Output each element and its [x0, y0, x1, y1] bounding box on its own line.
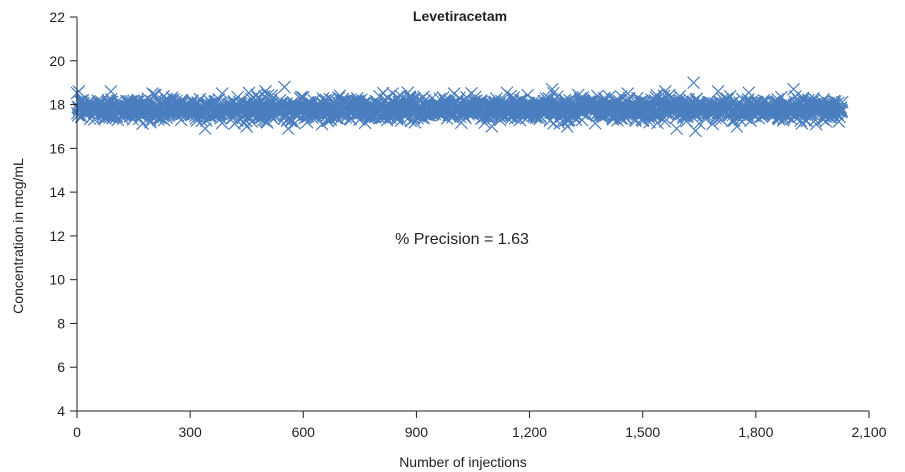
x-axis-title: Number of injections — [399, 454, 527, 470]
axes — [76, 17, 869, 412]
data-point-marker — [730, 120, 744, 133]
x-tick-label: 0 — [73, 424, 81, 440]
data-point-marker — [278, 80, 291, 94]
data-point-marker — [485, 120, 499, 133]
y-tick-label: 4 — [57, 403, 65, 419]
y-tick-label: 10 — [49, 272, 65, 288]
data-point-marker — [834, 101, 848, 115]
data-point-marker — [240, 120, 254, 133]
precision-annotation: % Precision = 1.63 — [395, 231, 529, 248]
data-point-marker — [711, 84, 725, 98]
x-axis-ticks: 0 300 600 900 1,200 1,500 1,800 2,100 — [73, 411, 887, 440]
y-tick-label: 6 — [57, 359, 65, 375]
data-point-marker — [670, 122, 684, 136]
data-point-marker — [809, 117, 823, 131]
y-tick-label: 14 — [49, 184, 65, 200]
data-point-marker — [260, 115, 274, 129]
data-point-marker — [259, 84, 272, 98]
data-point-marker — [284, 114, 298, 128]
data-point-marker — [215, 87, 229, 101]
data-point-marker — [621, 87, 635, 101]
data-point-marker — [689, 124, 702, 138]
y-tick-label: 22 — [49, 9, 65, 25]
x-tick-label: 1,200 — [512, 424, 547, 440]
data-point-marker — [104, 84, 118, 98]
y-tick-label: 18 — [49, 97, 65, 113]
x-tick-label: 300 — [178, 424, 202, 440]
data-point-marker — [146, 87, 159, 101]
y-tick-label: 12 — [49, 228, 65, 244]
data-point-marker — [787, 82, 800, 96]
x-tick-label: 1,800 — [738, 424, 773, 440]
y-axis-ticks: 4 6 8 10 12 14 16 18 20 22 — [49, 9, 77, 419]
y-tick-label: 20 — [49, 53, 65, 69]
data-point-marker — [250, 88, 263, 102]
data-point-marker — [835, 95, 849, 109]
data-point-marker — [560, 120, 574, 133]
data-point-marker — [408, 115, 422, 129]
data-points — [70, 76, 849, 138]
y-tick-label: 16 — [49, 140, 65, 156]
data-point-marker — [658, 84, 672, 98]
data-point-marker — [794, 114, 808, 128]
data-point-marker — [390, 112, 404, 126]
data-point-marker — [687, 76, 701, 90]
data-point-marker — [447, 87, 461, 101]
x-tick-label: 900 — [405, 424, 429, 440]
data-point-marker — [198, 122, 212, 136]
chart-title: Levetiracetam — [413, 8, 507, 24]
x-tick-label: 600 — [292, 424, 316, 440]
data-point-marker — [614, 90, 628, 103]
data-point-marker — [706, 117, 719, 131]
x-tick-label: 1,500 — [625, 424, 660, 440]
data-point-marker — [281, 122, 295, 136]
x-tick-label: 2,100 — [851, 424, 886, 440]
data-point-marker — [835, 105, 849, 119]
data-point-marker — [545, 82, 559, 96]
y-axis-title: Concentration in mcg/mL — [10, 158, 26, 314]
data-point-marker — [72, 84, 86, 98]
data-point-marker — [315, 117, 329, 131]
y-tick-label: 8 — [57, 315, 65, 331]
data-point-marker — [265, 92, 279, 106]
